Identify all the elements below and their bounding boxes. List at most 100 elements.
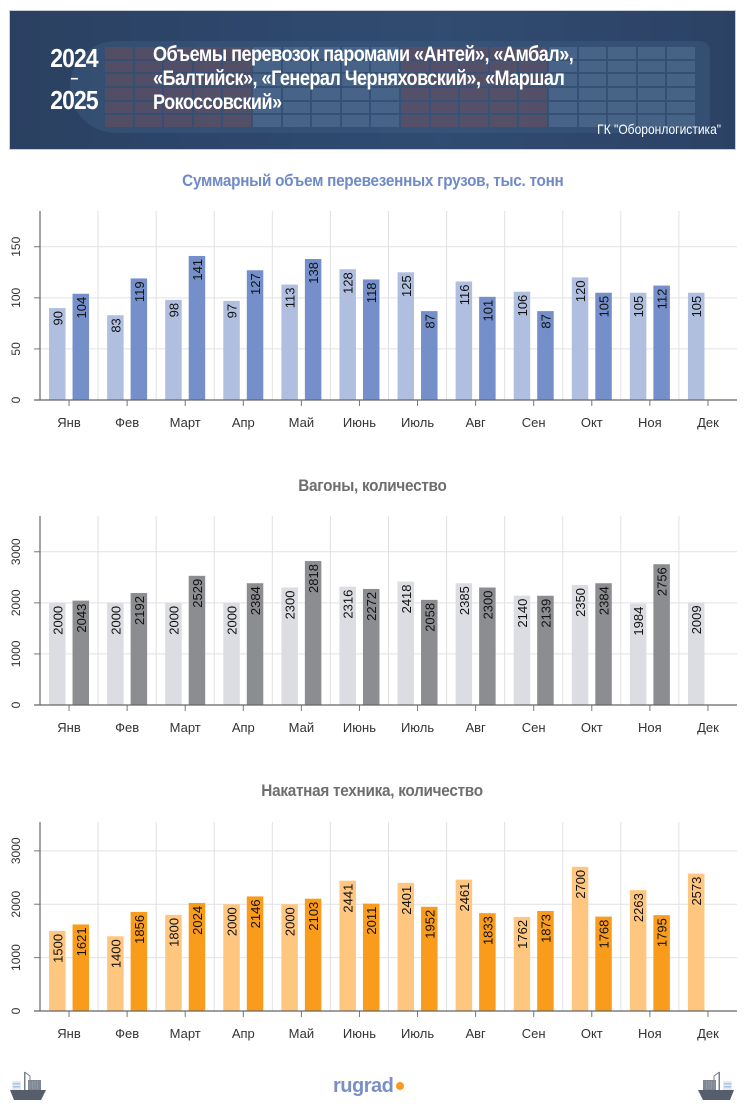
bar-value-label: 141 (190, 259, 205, 281)
container-block (430, 88, 459, 100)
x-tick-label: Ноя (638, 415, 662, 430)
bar-value-label: 2058 (422, 603, 437, 632)
bar-2025 (421, 906, 438, 1011)
chart-wagons: 0 1000 2000 3000 2000 2043 Янв 2000 2192 Фев 2000 2… (9, 516, 737, 735)
chart-cargo-volume: 0 50 100 150 90 104 Янв 83 119 Фев 98 141 Март 97 127 А… (9, 211, 737, 430)
container-block (460, 60, 488, 73)
container-block (401, 74, 429, 86)
container-block (223, 115, 251, 127)
bar-value-label: 2103 (306, 902, 321, 931)
container-block (667, 115, 695, 127)
container-block (312, 115, 340, 127)
container-block (193, 101, 222, 114)
bar-value-label: 2000 (166, 606, 181, 635)
bar-value-label: 105 (631, 296, 646, 318)
container-block (667, 101, 695, 114)
year-range: 2024 – 2025 (48, 45, 101, 113)
x-tick-label: Окт (581, 720, 603, 735)
bar-2025 (304, 259, 322, 400)
container-block (105, 60, 133, 73)
x-tick-label: Авг (465, 720, 486, 735)
bar-value-label: 127 (248, 273, 263, 295)
container-block (608, 115, 636, 127)
bar-2025 (362, 903, 380, 1011)
bar-2025 (246, 270, 264, 400)
container-block (430, 101, 459, 114)
container-block (549, 88, 577, 100)
bar-2025 (130, 278, 148, 400)
year-end: 2025 (50, 85, 98, 115)
bar-value-label: 120 (573, 280, 588, 302)
x-tick-label: Июль (401, 415, 434, 430)
x-tick-label: Фев (115, 1026, 139, 1041)
header-banner: 2024 – 2025 Объемы перевозок паромами «А… (10, 11, 735, 149)
x-tick-label: Июль (401, 720, 434, 735)
bar-value-label: 97 (225, 304, 240, 318)
bar-2024 (513, 595, 531, 705)
bar-value-label: 1795 (655, 918, 670, 947)
bar-value-label: 2146 (248, 899, 263, 928)
bar-value-label: 128 (341, 272, 356, 294)
container-block (460, 101, 488, 114)
x-tick-label: Янв (57, 1026, 81, 1041)
container-block (608, 60, 636, 73)
bar-value-label: 2192 (132, 596, 147, 625)
bar-2024 (397, 581, 415, 705)
container-block (549, 101, 577, 114)
container-block (223, 47, 251, 59)
x-tick-label: Апр (232, 1026, 255, 1041)
container-block (430, 115, 459, 127)
bar-value-label: 1952 (422, 910, 437, 939)
container-block (637, 88, 666, 100)
container-block (637, 115, 666, 127)
container-block (105, 74, 133, 86)
bar-value-label: 2024 (190, 906, 205, 935)
year-separator: – (70, 70, 79, 87)
bar-value-label: 2043 (74, 604, 89, 633)
bar-value-label: 2300 (283, 591, 298, 620)
x-tick-label: Ноя (638, 720, 662, 735)
x-tick-label: Сен (522, 1026, 546, 1041)
bar-value-label: 2011 (364, 907, 379, 935)
bar-value-label: 105 (597, 296, 612, 318)
y-tick-label: 0 (9, 1007, 23, 1014)
x-tick-label: Окт (581, 1026, 603, 1041)
bar-2024 (687, 873, 705, 1011)
container-block (105, 88, 133, 100)
bar-2024 (397, 272, 415, 400)
container-block (401, 60, 429, 73)
container-block (460, 74, 488, 86)
x-tick-label: Март (170, 720, 201, 735)
bar-2025 (537, 595, 554, 705)
container-block (341, 88, 370, 100)
x-tick-label: Июль (401, 1026, 434, 1041)
x-tick-label: Дек (697, 1026, 719, 1041)
bar-value-label: 119 (132, 281, 147, 302)
container-block (223, 88, 251, 100)
container-block (549, 115, 577, 127)
container-block (253, 74, 281, 86)
bar-2025 (362, 279, 380, 400)
bar-2025 (653, 915, 670, 1011)
x-tick-label: Июнь (343, 1026, 376, 1041)
container-block (519, 115, 547, 127)
bar-2025 (130, 593, 148, 705)
container-block (489, 47, 518, 59)
bar-2025 (188, 902, 206, 1011)
cargo-ship-icon (10, 1071, 46, 1100)
container-block (193, 47, 222, 59)
x-tick-label: Фев (115, 415, 139, 430)
container-block (608, 101, 636, 114)
container-block (105, 47, 133, 59)
bar-value-label: 2350 (573, 588, 588, 617)
bar-2024 (455, 583, 473, 705)
container-block (164, 60, 192, 73)
container-block (134, 101, 163, 114)
container-block (282, 60, 311, 73)
bar-value-label: 1762 (515, 920, 530, 949)
container-block (341, 60, 370, 73)
bar-value-label: 1833 (480, 916, 495, 945)
bar-value-label: 2272 (364, 592, 379, 621)
container-block (667, 88, 695, 100)
bar-2025 (479, 913, 496, 1011)
